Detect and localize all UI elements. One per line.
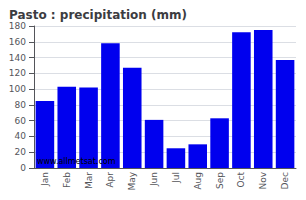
svg-text:www.allmetsat.com: www.allmetsat.com <box>37 157 116 166</box>
svg-text:40: 40 <box>15 131 27 141</box>
svg-text:Dec: Dec <box>280 172 290 189</box>
svg-text:0: 0 <box>20 163 26 173</box>
svg-text:Apr: Apr <box>105 172 115 188</box>
svg-text:May: May <box>127 171 137 190</box>
svg-text:180: 180 <box>9 21 26 31</box>
svg-text:100: 100 <box>9 84 26 94</box>
svg-text:Aug: Aug <box>193 172 203 190</box>
svg-text:Pasto : precipitation (mm): Pasto : precipitation (mm) <box>9 8 187 22</box>
svg-text:Feb: Feb <box>62 172 72 188</box>
svg-text:Nov: Nov <box>258 171 268 189</box>
svg-text:20: 20 <box>15 147 27 157</box>
svg-text:60: 60 <box>15 116 27 126</box>
svg-text:120: 120 <box>9 68 26 78</box>
svg-text:140: 140 <box>9 53 26 63</box>
svg-text:Mar: Mar <box>84 172 94 189</box>
svg-text:160: 160 <box>9 37 26 47</box>
svg-text:Jan: Jan <box>40 172 50 187</box>
svg-text:Jun: Jun <box>149 172 159 187</box>
svg-text:Jul: Jul <box>171 172 181 184</box>
svg-text:Sep: Sep <box>215 172 225 189</box>
svg-text:80: 80 <box>15 100 27 110</box>
svg-text:Oct: Oct <box>236 172 246 188</box>
